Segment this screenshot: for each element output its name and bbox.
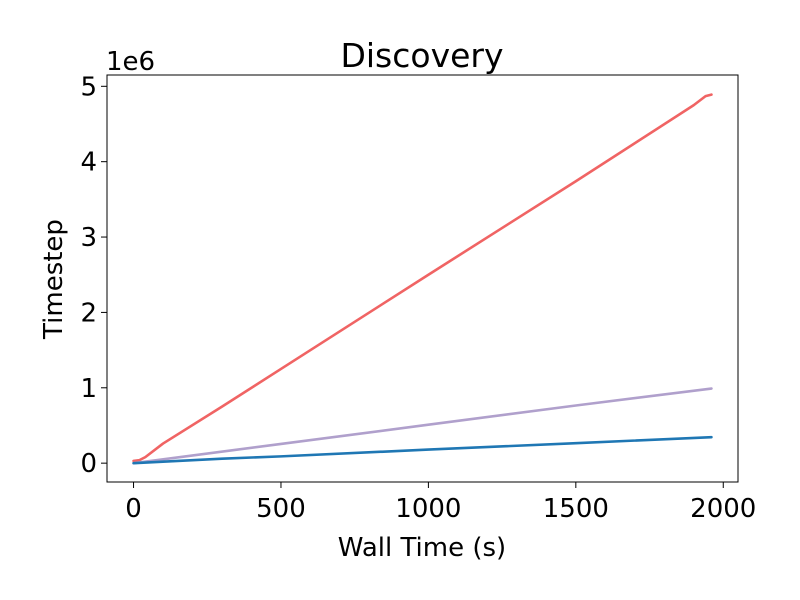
x-tick-label: 2000 [690, 494, 756, 524]
y-axis-label: Timestep [39, 219, 69, 340]
plot-frame [106, 74, 739, 483]
y-tick-label: 3 [80, 223, 97, 253]
x-tick-label: 500 [256, 494, 306, 524]
y-tick-label: 5 [80, 72, 97, 102]
x-tick-label: 0 [125, 494, 142, 524]
y-tick-label: 4 [80, 148, 97, 178]
y-axis: 0 1 2 3 4 5 [80, 72, 107, 479]
y-tick-label: 0 [80, 449, 97, 479]
x-tick-label: 1000 [395, 494, 461, 524]
series-line-2 [132, 387, 713, 465]
y-offset-label: 1e6 [106, 47, 155, 77]
chart-title: Discovery [340, 36, 503, 75]
y-tick-label: 2 [80, 298, 97, 328]
series-line-3 [132, 435, 713, 465]
x-axis: 0 500 1000 1500 2000 [125, 482, 756, 524]
y-tick-label: 1 [80, 374, 97, 404]
x-axis-label: Wall Time (s) [338, 533, 506, 563]
x-tick-label: 1500 [543, 494, 609, 524]
series-line-1 [132, 93, 713, 463]
series-layer [132, 93, 713, 465]
